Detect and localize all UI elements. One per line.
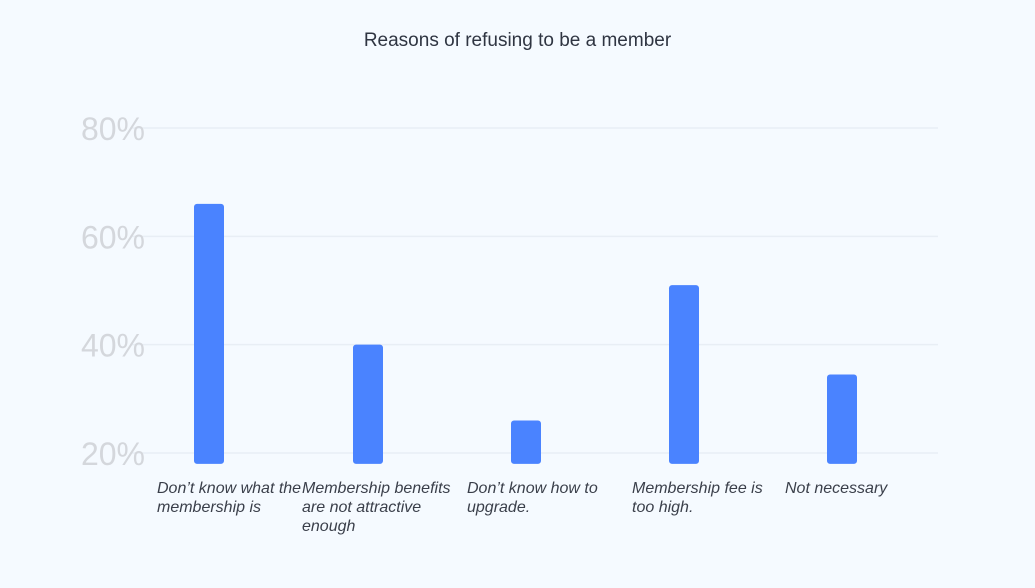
y-tick-label: 20% <box>81 436 145 472</box>
bar <box>827 374 857 464</box>
bar <box>194 203 224 464</box>
y-axis-ticks: 20% 40% 60% 80% <box>81 111 145 472</box>
bar <box>353 344 383 464</box>
x-category-label: Don’t know what the membership is <box>157 480 302 516</box>
x-category-label: Membership benefits are not attractive e… <box>302 480 451 535</box>
gridlines <box>130 127 938 454</box>
x-category-label: Don’t know how to upgrade. <box>467 480 598 516</box>
x-category-label: Membership fee is too high. <box>632 480 763 516</box>
y-tick-label: 80% <box>81 111 145 147</box>
bar <box>511 420 541 464</box>
y-tick-label: 40% <box>81 328 145 364</box>
bar <box>669 285 699 464</box>
x-category-label: Not necessary <box>785 480 888 497</box>
chart-title: Reasons of refusing to be a member <box>363 30 672 51</box>
bars <box>194 203 857 464</box>
y-tick-label: 60% <box>81 219 145 255</box>
